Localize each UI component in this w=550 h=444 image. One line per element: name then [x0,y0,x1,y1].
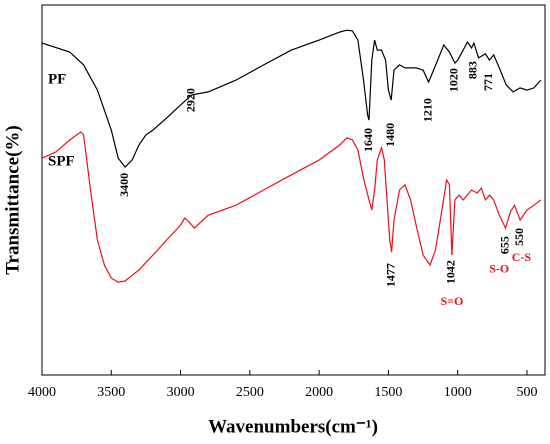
series-label: SPF [48,153,75,169]
annotation: S=O [440,294,463,308]
x-tick-label: 4000 [28,385,56,400]
spectrum-line [41,29,542,169]
series-label: PF [48,71,66,87]
x-tick-label: 3500 [97,385,125,400]
annotation: 2920 [183,88,197,112]
annotation: 1020 [447,68,461,92]
annotation: 771 [481,73,495,91]
annotation: 1210 [420,98,434,122]
y-axis-label: Transmittance(%) [2,125,23,275]
x-tick-label: 2000 [305,385,333,400]
x-tick-label: 2500 [236,385,264,400]
annotation: 883 [466,61,480,79]
x-tick-label: 500 [516,385,537,400]
annotation: C-S [512,250,532,264]
annotation: S-O [489,262,509,276]
annotation: 1477 [383,263,397,287]
plot-frame [41,4,546,376]
spectrum-line [41,131,542,283]
annotation: 1042 [444,260,458,284]
x-tick-label: 1000 [444,385,472,400]
x-tick-label: 3000 [167,385,195,400]
x-axis-label: Wavenumbers(cm⁻¹) [208,416,378,437]
annotation: 655 [497,236,511,254]
annotation: 1640 [361,128,375,152]
x-tick-label: 1500 [374,385,402,400]
annotation: 1480 [383,123,397,147]
annotation: 550 [512,228,526,246]
annotation: 3400 [117,173,131,197]
